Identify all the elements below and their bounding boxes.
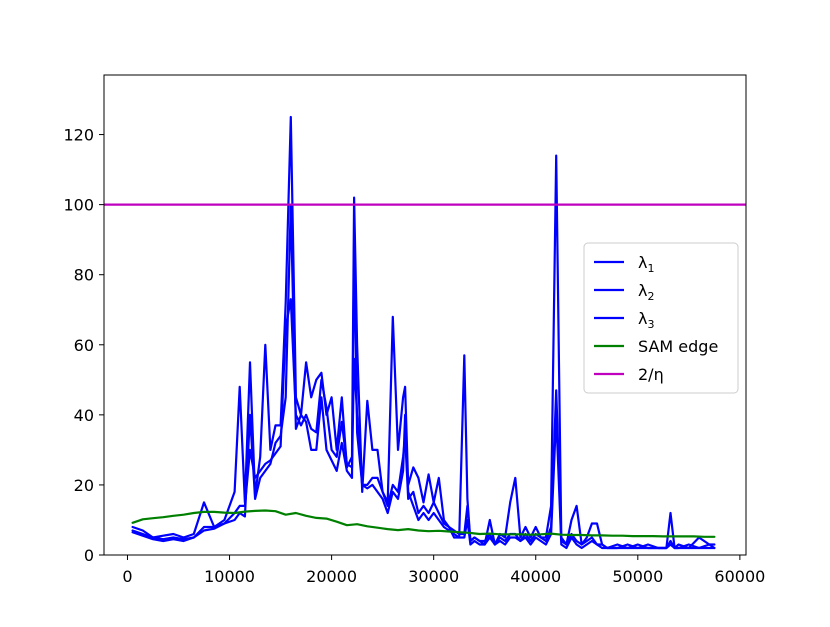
legend-label: 2/η — [638, 365, 664, 384]
legend-label: SAM edge — [638, 337, 718, 356]
series-line-3 — [131, 203, 716, 550]
y-tick-label: 80 — [74, 266, 94, 285]
y-tick-label: 40 — [74, 406, 94, 425]
series-line-1 — [131, 115, 716, 550]
x-tick-label: 30000 — [408, 567, 459, 586]
y-tick-label: 120 — [63, 126, 94, 145]
plot-frame — [103, 74, 747, 556]
x-tick-label: 20000 — [306, 567, 357, 586]
x-tick-label: 60000 — [714, 567, 765, 586]
x-tick-label: 0 — [122, 567, 132, 586]
x-axis: 0 10000 20000 30000 40000 50000 60000 — [122, 555, 765, 586]
x-tick-label: 50000 — [612, 567, 663, 586]
x-tick-label: 10000 — [204, 567, 255, 586]
series-layer — [104, 115, 746, 550]
x-tick-label: 40000 — [510, 567, 561, 586]
y-tick-label: 20 — [74, 476, 94, 495]
series-line-4 — [131, 509, 716, 538]
y-tick-label: 100 — [63, 196, 94, 215]
legend-box — [583, 242, 739, 394]
y-axis: 0 20 40 60 80 100 120 — [63, 126, 104, 565]
y-tick-label: 0 — [84, 546, 94, 565]
series-line-2 — [131, 298, 716, 550]
y-tick-label: 60 — [74, 336, 94, 355]
